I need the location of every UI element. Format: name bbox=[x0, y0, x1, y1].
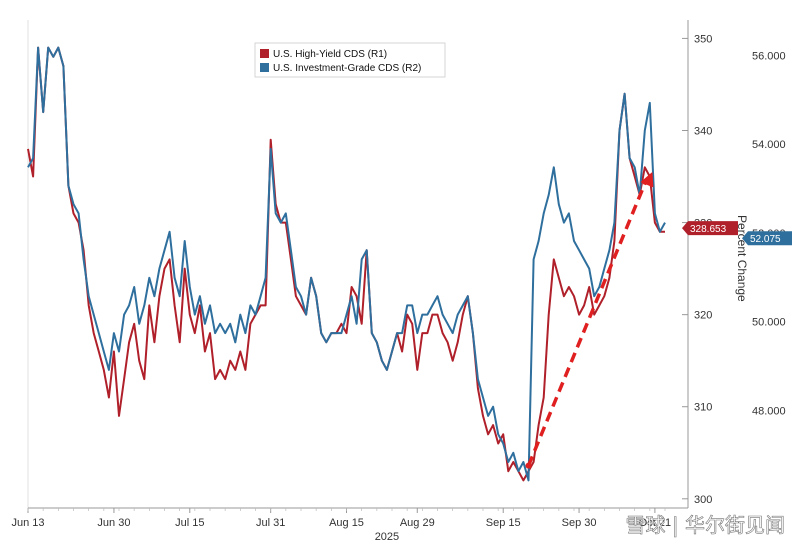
legend-label: U.S. High-Yield CDS (R1) bbox=[273, 49, 387, 60]
y-tick-label-right: 56.000 bbox=[752, 50, 786, 62]
tag-high-yield: 328.653 bbox=[682, 221, 738, 236]
axis-layer: 30031032033034035048.00050.00052.00054.0… bbox=[11, 20, 786, 543]
y-tick-label-left: 350 bbox=[694, 33, 712, 45]
y-tick-label-left: 320 bbox=[694, 310, 712, 322]
tag-shape bbox=[682, 221, 738, 236]
annotation-arrowhead bbox=[640, 171, 654, 188]
watermark: 雪球 | 华尔街见闻 bbox=[625, 513, 785, 538]
tag-shape bbox=[742, 231, 792, 246]
tag-value: 52.075 bbox=[750, 234, 781, 245]
series-layer bbox=[27, 46, 666, 482]
x-tick-label: Jul 31 bbox=[256, 517, 285, 529]
legend-swatch bbox=[260, 63, 269, 72]
x-tick-label: Sep 15 bbox=[486, 517, 521, 529]
x-tick-label: Jun 30 bbox=[97, 517, 130, 529]
legend-swatch bbox=[260, 49, 269, 58]
y-tick-label-left: 300 bbox=[694, 494, 712, 506]
x-tick-label: Aug 29 bbox=[400, 517, 435, 529]
tag-value: 328.653 bbox=[690, 224, 727, 235]
x-tick-label: Jun 13 bbox=[11, 517, 44, 529]
y-tick-label-left: 310 bbox=[694, 402, 712, 414]
watermark-text: 雪球 | 华尔街见闻 bbox=[626, 513, 785, 537]
y-tick-label-right: 54.000 bbox=[752, 139, 786, 151]
x-tick-label: Sep 30 bbox=[562, 517, 597, 529]
y-tick-label-right: 48.000 bbox=[752, 405, 786, 417]
annotation-layer bbox=[525, 171, 654, 469]
legend-box bbox=[254, 42, 446, 78]
annotation-arrow-line bbox=[526, 179, 648, 467]
x-tick-label: Aug 15 bbox=[329, 517, 364, 529]
legend: U.S. High-Yield CDS (R1) U.S. Investment-… bbox=[254, 42, 446, 78]
value-tags: 328.653 52.075 bbox=[682, 221, 792, 246]
annotation-arrow-start bbox=[525, 462, 532, 469]
x-tick-label: Jul 15 bbox=[175, 517, 204, 529]
x-tick-label: Oct 21 bbox=[639, 517, 671, 529]
tag-investment-grade: 52.075 bbox=[742, 231, 792, 246]
x-year-label: 2025 bbox=[375, 531, 399, 543]
y-tick-label-left: 340 bbox=[694, 125, 712, 137]
series-line-investment-grade bbox=[27, 46, 666, 482]
series-line-high-yield bbox=[27, 46, 665, 482]
y-tick-label-right: 50.000 bbox=[752, 317, 786, 329]
legend-label: U.S. Investment-Grade CDS (R2) bbox=[273, 63, 421, 74]
